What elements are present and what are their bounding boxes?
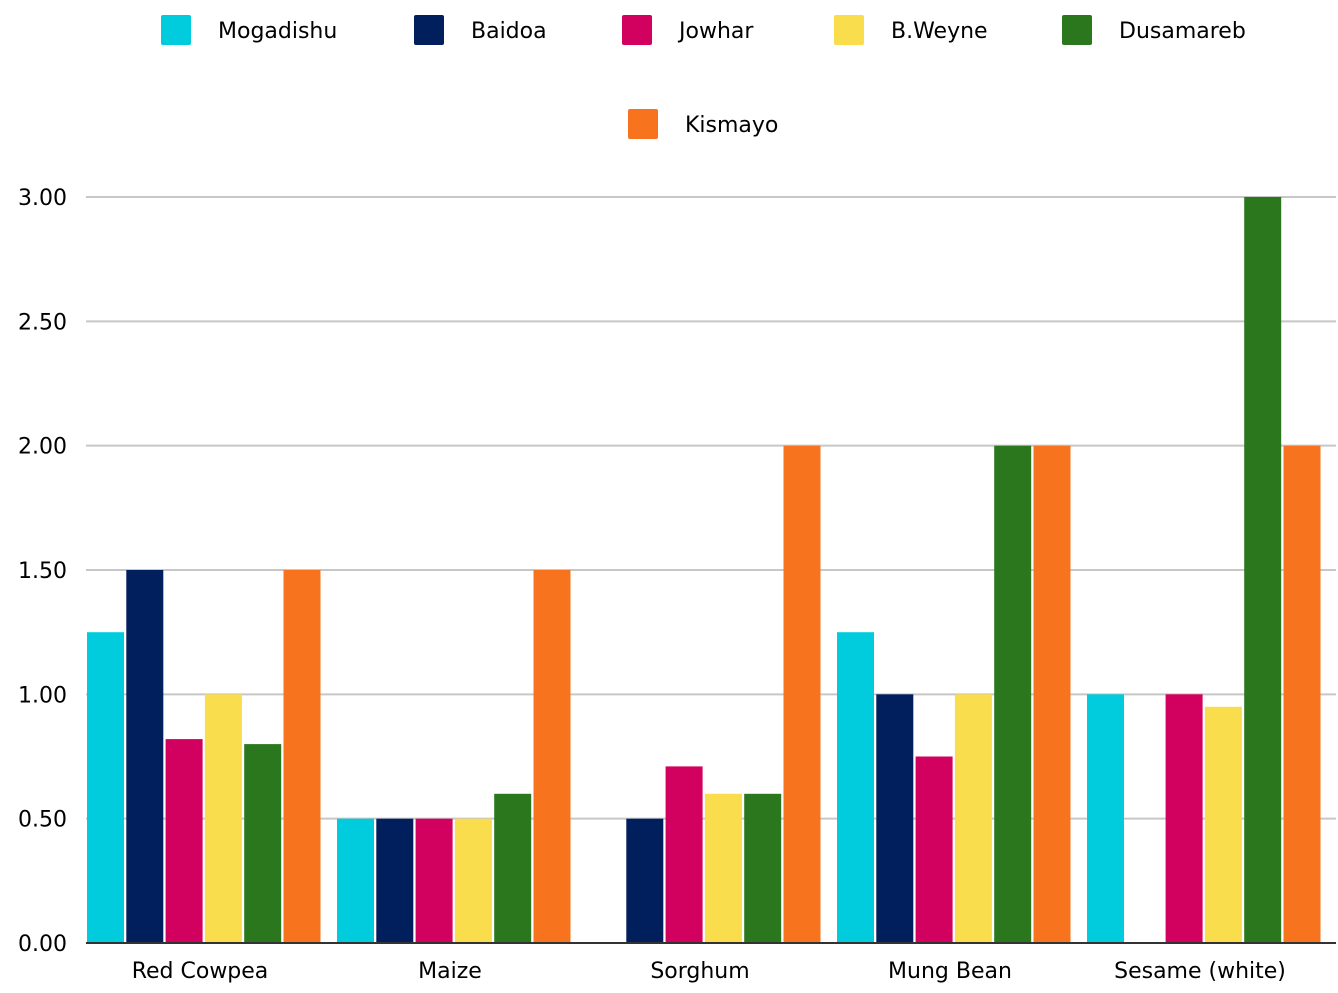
y-tick-label: 0.50	[18, 808, 67, 833]
legend-item-mogadishu: Mogadishu	[161, 15, 337, 45]
bar-kismayo-sesame-white	[1283, 445, 1321, 943]
legend-swatch	[622, 15, 652, 45]
bar-baidoa-maize	[376, 818, 414, 943]
bar-baidoa-sorghum	[626, 818, 664, 943]
legend-label: Baidoa	[471, 19, 547, 44]
x-tick-label-mung-bean: Mung Bean	[888, 959, 1012, 984]
legend-swatch	[1062, 15, 1092, 45]
bar-kismayo-red-cowpea	[283, 570, 321, 943]
y-tick-label: 0.00	[18, 932, 67, 957]
y-tick-label: 1.00	[18, 683, 67, 708]
bar-mogadishu-red-cowpea	[87, 632, 124, 943]
bar-jowhar-sorghum	[665, 766, 703, 943]
legend-swatch	[834, 15, 864, 45]
legend-swatch	[161, 15, 191, 45]
y-tick-label: 3.00	[18, 186, 67, 211]
bar-b-weyne-mung-bean	[954, 694, 992, 943]
legend-item-b-weyne: B.Weyne	[834, 15, 988, 45]
bar-baidoa-mung-bean	[876, 694, 914, 943]
x-tick-label-sesame-white: Sesame (white)	[1114, 959, 1286, 984]
legend-item-kismayo: Kismayo	[628, 109, 778, 139]
x-tick-label-sorghum: Sorghum	[650, 959, 749, 984]
bar-dusamareb-sesame-white	[1244, 197, 1282, 943]
legend-label: Kismayo	[685, 113, 778, 138]
y-tick-label: 1.50	[18, 559, 67, 584]
legend-label: B.Weyne	[891, 19, 988, 44]
bar-jowhar-mung-bean	[915, 756, 953, 943]
legend: Mogadishu Baidoa Jowhar B.Weyne Dusamareb Kis…	[161, 15, 1246, 139]
bar-dusamareb-mung-bean	[994, 445, 1032, 943]
legend-swatch	[414, 15, 444, 45]
bar-baidoa-red-cowpea	[126, 570, 164, 943]
legend-label: Dusamareb	[1119, 19, 1246, 44]
bar-mogadishu-mung-bean	[837, 632, 874, 943]
bars	[87, 197, 1321, 943]
bar-b-weyne-sorghum	[704, 793, 742, 943]
bar-b-weyne-maize	[454, 818, 492, 943]
x-axis: Red Cowpea Maize Sorghum Mung Bean Sesame (w…	[86, 942, 1336, 984]
gridlines	[86, 196, 1336, 820]
bar-jowhar-red-cowpea	[165, 739, 203, 943]
legend-label: Jowhar	[677, 19, 754, 44]
bar-jowhar-sesame-white	[1165, 694, 1203, 943]
legend-item-baidoa: Baidoa	[414, 15, 547, 45]
legend-label: Mogadishu	[218, 19, 337, 44]
bar-b-weyne-red-cowpea	[204, 694, 242, 943]
y-tick-label: 2.50	[18, 310, 67, 335]
y-tick-label: 2.00	[18, 435, 67, 460]
x-tick-label-red-cowpea: Red Cowpea	[132, 959, 269, 984]
bar-dusamareb-maize	[494, 793, 532, 943]
legend-item-jowhar: Jowhar	[622, 15, 754, 45]
bar-dusamareb-red-cowpea	[244, 744, 282, 943]
legend-swatch	[628, 109, 658, 139]
bar-kismayo-mung-bean	[1033, 445, 1071, 943]
bar-b-weyne-sesame-white	[1204, 706, 1242, 943]
bar-kismayo-sorghum	[783, 445, 821, 943]
bar-kismayo-maize	[533, 570, 571, 943]
bar-dusamareb-sorghum	[744, 793, 782, 943]
bar-jowhar-maize	[415, 818, 453, 943]
y-axis: 0.00 0.50 1.00 1.50 2.00 2.50 3.00	[18, 186, 67, 957]
bar-mogadishu-sesame-white	[1087, 694, 1124, 943]
bar-mogadishu-maize	[337, 818, 374, 943]
x-tick-label-maize: Maize	[418, 959, 482, 984]
legend-item-dusamareb: Dusamareb	[1062, 15, 1246, 45]
